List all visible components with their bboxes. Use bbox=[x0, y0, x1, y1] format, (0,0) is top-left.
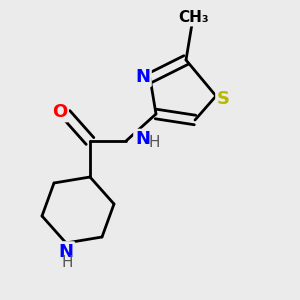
Text: H: H bbox=[149, 135, 160, 150]
Text: H: H bbox=[62, 255, 73, 270]
Text: N: N bbox=[135, 68, 150, 85]
Text: CH₃: CH₃ bbox=[178, 10, 209, 25]
Text: S: S bbox=[217, 90, 230, 108]
Text: N: N bbox=[58, 243, 74, 261]
Text: O: O bbox=[52, 103, 67, 121]
Text: N: N bbox=[135, 130, 150, 148]
